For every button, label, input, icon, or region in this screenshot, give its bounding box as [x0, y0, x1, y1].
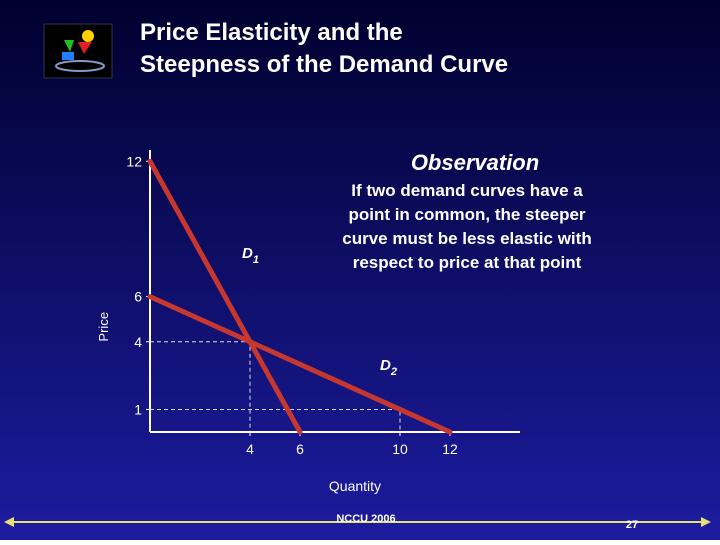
arrow-head — [4, 517, 14, 527]
demand-curve — [147, 294, 453, 435]
y-axis-label: Price — [96, 312, 111, 342]
observation-line: respect to price at that point — [353, 253, 582, 272]
observation-line: If two demand curves have a — [351, 181, 583, 200]
arrow-head — [701, 517, 711, 527]
logo — [43, 23, 113, 79]
title-line: Steepness of the Demand Curve — [140, 51, 508, 78]
observation-text: If two demand curves have a point in comm… — [342, 181, 591, 272]
y-tick-label: 6 — [134, 289, 142, 305]
curve-label-name: D — [242, 245, 253, 262]
page-number: 27 — [626, 519, 638, 531]
curve-label-subscript: 1 — [253, 254, 259, 266]
curve-label: D1 — [242, 245, 259, 266]
y-tick-label: 4 — [134, 334, 142, 350]
footer: NCCU 2006 — [336, 513, 395, 525]
y-tick-label: 1 — [134, 401, 142, 417]
observation-heading: Observation — [411, 150, 539, 175]
y-tick-label: 12 — [126, 153, 142, 169]
observation-line: point in common, the steeper — [348, 205, 585, 224]
observation-line: curve must be less elastic with — [342, 229, 591, 248]
curve-label: D2 — [380, 357, 397, 378]
x-tick-label: 12 — [442, 441, 458, 457]
curve-label-subscript: 2 — [390, 366, 397, 378]
x-tick-label: 4 — [246, 441, 254, 457]
title-line: Price Elasticity and the — [140, 19, 403, 46]
curve-label-name: D — [380, 357, 391, 374]
x-tick-label: 10 — [392, 441, 408, 457]
x-axis-label: Quantity — [329, 478, 381, 494]
x-tick-label: 6 — [296, 441, 304, 457]
